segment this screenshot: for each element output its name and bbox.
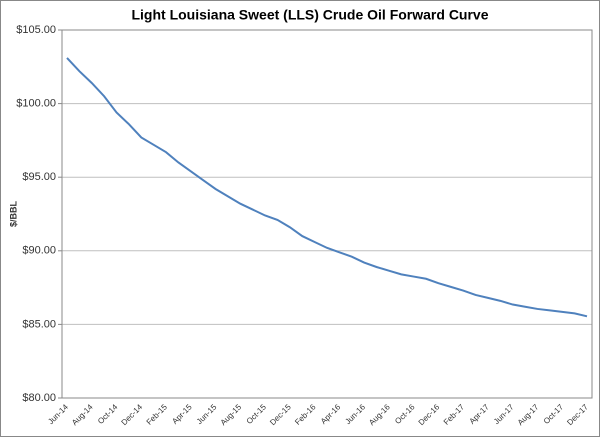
y-tick-label: $105.00 xyxy=(16,24,56,36)
y-tick-label: $100.00 xyxy=(16,98,56,110)
line-series xyxy=(66,57,588,318)
y-tick-label: $95.00 xyxy=(22,171,56,183)
y-axis-label: $/BBL xyxy=(8,201,18,228)
y-tick-label: $80.00 xyxy=(22,392,56,404)
plot-border xyxy=(61,29,593,399)
y-tick-label: $90.00 xyxy=(22,245,56,257)
chart-title: Light Louisiana Sweet (LLS) Crude Oil Fo… xyxy=(131,7,488,23)
y-tick-label: $85.00 xyxy=(22,318,56,330)
